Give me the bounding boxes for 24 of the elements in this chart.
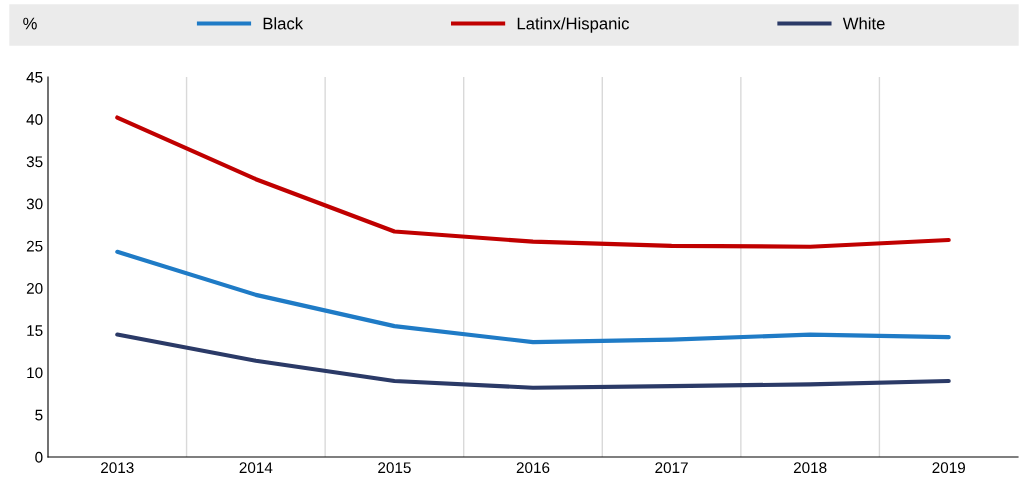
x-tick-label: 2015 — [378, 462, 411, 474]
y-tick-label: 45 — [26, 72, 43, 83]
y-tick-label: 10 — [27, 367, 43, 379]
x-tick-label: 2017 — [655, 462, 688, 474]
legend-label: White — [842, 17, 885, 30]
y-axis-title: % — [23, 17, 37, 30]
y-tick-label: 25 — [26, 240, 43, 252]
x-tick-label: 2014 — [239, 462, 273, 474]
x-tick-label: 2013 — [101, 462, 134, 474]
y-tick-label: 20 — [26, 282, 43, 294]
legend-label: Latinx/Hispanic — [517, 17, 630, 33]
x-tick-label: 2018 — [793, 462, 827, 474]
y-tick-label: 30 — [26, 198, 43, 210]
y-tick-label: 0 — [35, 451, 43, 463]
line-series — [115, 115, 951, 249]
y-tick-label: 5 — [35, 409, 43, 421]
y-tick-label: 35 — [26, 156, 43, 168]
x-tick-label: 2016 — [516, 462, 550, 474]
legend-label: Black — [263, 17, 304, 30]
line-series — [115, 249, 951, 345]
y-tick-label: 40 — [26, 114, 43, 125]
y-tick-label: 15 — [27, 325, 43, 337]
line-series — [115, 332, 951, 390]
x-tick-label: 2019 — [932, 462, 965, 474]
